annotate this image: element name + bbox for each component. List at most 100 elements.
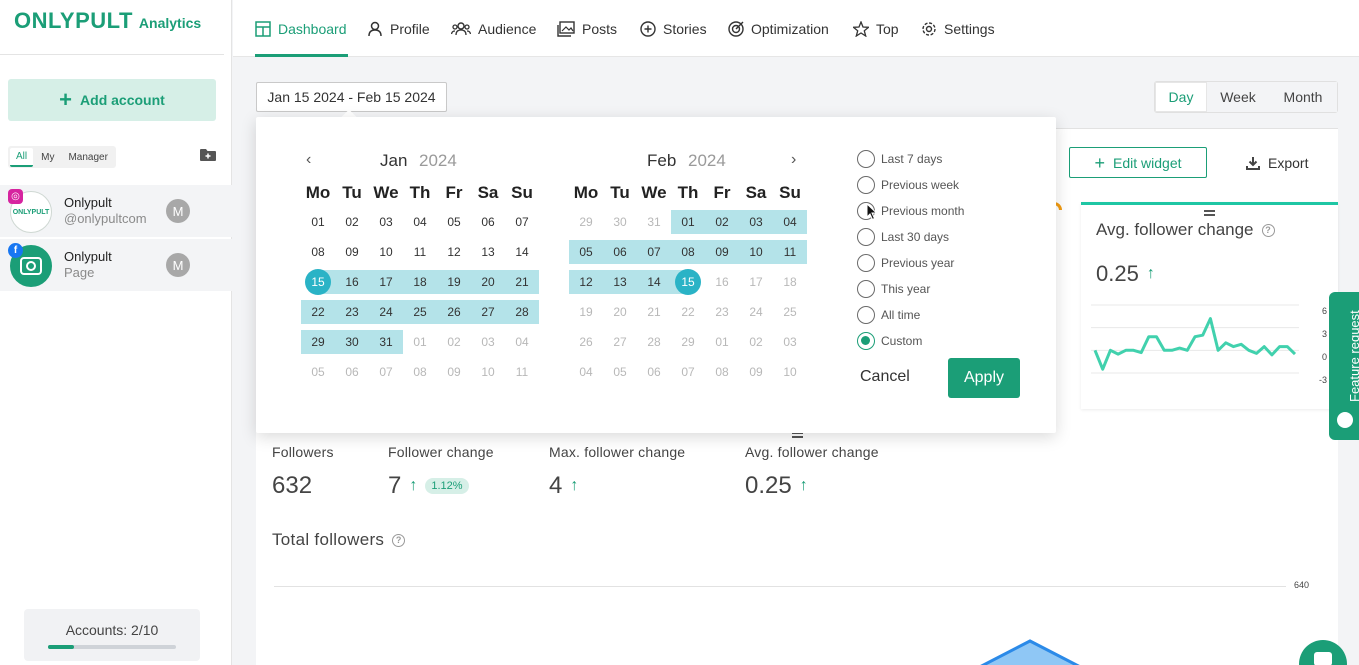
calendar-day[interactable]: 25 — [773, 300, 807, 324]
radio-icon[interactable] — [857, 332, 875, 350]
calendar-day[interactable]: 06 — [471, 210, 505, 234]
calendar-day[interactable]: 04 — [569, 360, 603, 384]
calendar-day[interactable]: 11 — [773, 240, 807, 264]
add-folder-icon[interactable] — [200, 149, 216, 161]
calendar-day[interactable]: 03 — [369, 210, 403, 234]
edit-widget-button[interactable]: + Edit widget — [1069, 147, 1207, 178]
calendar-day[interactable]: 07 — [671, 360, 705, 384]
calendar-day[interactable]: 10 — [773, 360, 807, 384]
period-day[interactable]: Day — [1155, 82, 1207, 112]
calendar-day[interactable]: 15 — [301, 269, 335, 295]
calendar-day[interactable]: 17 — [739, 270, 773, 294]
nav-posts[interactable]: Posts — [557, 0, 617, 57]
calendar-day[interactable]: 05 — [603, 360, 637, 384]
calendar-day[interactable]: 06 — [603, 240, 637, 264]
calendar-day[interactable]: 24 — [739, 300, 773, 324]
calendar-day[interactable]: 10 — [739, 240, 773, 264]
filter-manager[interactable]: Manager — [68, 151, 108, 163]
calendar-day[interactable]: 09 — [705, 240, 739, 264]
radio-icon[interactable] — [857, 254, 875, 272]
calendar-day[interactable]: 27 — [603, 330, 637, 354]
preset-option[interactable]: Last 30 days — [857, 228, 949, 246]
calendar-day[interactable]: 18 — [403, 270, 437, 294]
preset-option[interactable]: This year — [857, 280, 930, 298]
radio-icon[interactable] — [857, 280, 875, 298]
calendar-day[interactable]: 14 — [505, 240, 539, 264]
calendar-day[interactable]: 08 — [705, 360, 739, 384]
account-item[interactable]: f Onlypult Page M — [0, 239, 232, 291]
calendar-day[interactable]: 03 — [773, 330, 807, 354]
filter-my[interactable]: My — [41, 151, 55, 163]
apply-button[interactable]: Apply — [948, 358, 1020, 398]
next-month-icon[interactable]: › — [791, 151, 797, 168]
calendar-day[interactable]: 11 — [505, 360, 539, 384]
nav-profile[interactable]: Profile — [367, 0, 430, 57]
calendar-day[interactable]: 19 — [437, 270, 471, 294]
calendar-day[interactable]: 08 — [403, 360, 437, 384]
cancel-button[interactable]: Cancel — [860, 368, 910, 385]
period-month[interactable]: Month — [1269, 82, 1337, 112]
radio-icon[interactable] — [857, 176, 875, 194]
calendar-day[interactable]: 03 — [739, 210, 773, 234]
calendar-day[interactable]: 29 — [671, 330, 705, 354]
calendar-day[interactable]: 02 — [739, 330, 773, 354]
help-icon[interactable]: ? — [392, 533, 406, 547]
calendar-day[interactable]: 10 — [471, 360, 505, 384]
calendar-day[interactable]: 04 — [505, 330, 539, 354]
calendar-day[interactable]: 08 — [671, 240, 705, 264]
calendar-day[interactable]: 17 — [369, 270, 403, 294]
calendar-day[interactable]: 30 — [335, 330, 369, 354]
calendar-day[interactable]: 26 — [437, 300, 471, 324]
nav-top[interactable]: Top — [853, 0, 899, 57]
calendar-day[interactable]: 29 — [569, 210, 603, 234]
preset-option[interactable]: Previous week — [857, 176, 959, 194]
calendar-day[interactable]: 18 — [773, 270, 807, 294]
calendar-day[interactable]: 05 — [437, 210, 471, 234]
logo[interactable]: ONLYPULT Analytics — [14, 8, 201, 34]
calendar-day[interactable]: 26 — [569, 330, 603, 354]
calendar-day[interactable]: 02 — [437, 330, 471, 354]
calendar-day[interactable]: 01 — [671, 210, 705, 234]
calendar-day[interactable]: 12 — [437, 240, 471, 264]
calendar-day[interactable]: 30 — [603, 210, 637, 234]
period-week[interactable]: Week — [1207, 82, 1269, 112]
calendar-day[interactable]: 06 — [335, 360, 369, 384]
calendar-day[interactable]: 09 — [739, 360, 773, 384]
calendar-day[interactable]: 20 — [471, 270, 505, 294]
preset-option[interactable]: Custom — [857, 332, 922, 350]
calendar-day[interactable]: 07 — [369, 360, 403, 384]
preset-option[interactable]: Last 7 days — [857, 150, 942, 168]
account-item[interactable]: ONLYPULT ◎ Onlypult @onlypultcom M — [0, 185, 232, 237]
calendar-day[interactable]: 06 — [637, 360, 671, 384]
preset-option[interactable]: All time — [857, 306, 920, 324]
calendar-day[interactable]: 21 — [637, 300, 671, 324]
preset-option[interactable]: Previous year — [857, 254, 954, 272]
nav-dashboard[interactable]: Dashboard — [255, 0, 348, 57]
calendar-day[interactable]: 31 — [637, 210, 671, 234]
nav-settings[interactable]: Settings — [921, 0, 995, 57]
calendar-day[interactable]: 20 — [603, 300, 637, 324]
calendar-day[interactable]: 04 — [403, 210, 437, 234]
calendar-day[interactable]: 22 — [301, 300, 335, 324]
prev-month-icon[interactable]: ‹ — [306, 151, 312, 168]
radio-icon[interactable] — [857, 150, 875, 168]
calendar-day[interactable]: 24 — [369, 300, 403, 324]
calendar-day[interactable]: 07 — [637, 240, 671, 264]
calendar-day[interactable]: 31 — [369, 330, 403, 354]
calendar-day[interactable]: 29 — [301, 330, 335, 354]
nav-stories[interactable]: Stories — [640, 0, 707, 57]
calendar-day[interactable]: 22 — [671, 300, 705, 324]
radio-icon[interactable] — [857, 228, 875, 246]
radio-icon[interactable] — [857, 306, 875, 324]
calendar-day[interactable]: 25 — [403, 300, 437, 324]
nav-audience[interactable]: Audience — [451, 0, 536, 57]
calendar-day[interactable]: 15 — [671, 269, 705, 295]
calendar-day[interactable]: 16 — [335, 270, 369, 294]
feature-request-tab[interactable]: Feature request — [1329, 292, 1359, 440]
calendar-day[interactable]: 11 — [403, 240, 437, 264]
calendar-day[interactable]: 01 — [705, 330, 739, 354]
date-range-button[interactable]: Jan 15 2024 - Feb 15 2024 — [256, 82, 447, 112]
calendar-day[interactable]: 10 — [369, 240, 403, 264]
calendar-day[interactable]: 28 — [637, 330, 671, 354]
calendar-day[interactable]: 05 — [301, 360, 335, 384]
